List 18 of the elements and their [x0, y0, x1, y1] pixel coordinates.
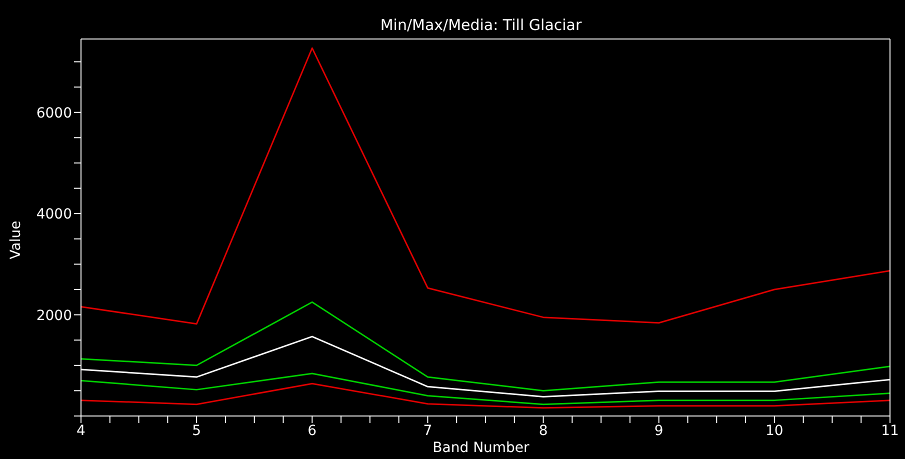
line-series	[81, 382, 890, 409]
line-series	[81, 301, 890, 392]
x-tick-label: 6	[308, 422, 317, 439]
x-axis-title: Band Number	[432, 440, 530, 456]
y-tick-label: 6000	[36, 105, 72, 122]
x-tick-label: 11	[881, 422, 899, 439]
x-tick-label: 8	[538, 422, 548, 439]
x-tick-label: 5	[192, 422, 202, 439]
line-series	[81, 372, 890, 406]
y-tick-label: 2000	[36, 308, 72, 324]
chart-title: Min/Max/Media: Till Glaciar	[379, 16, 583, 34]
x-tick-label: 10	[766, 422, 784, 439]
line-series	[81, 47, 890, 325]
y-axis-title: Value	[8, 220, 24, 260]
y-tick-label: 4000	[36, 206, 72, 223]
x-tick-label: 9	[654, 422, 664, 439]
x-tick-label: 4	[76, 422, 86, 439]
x-tick-label: 7	[423, 422, 432, 439]
